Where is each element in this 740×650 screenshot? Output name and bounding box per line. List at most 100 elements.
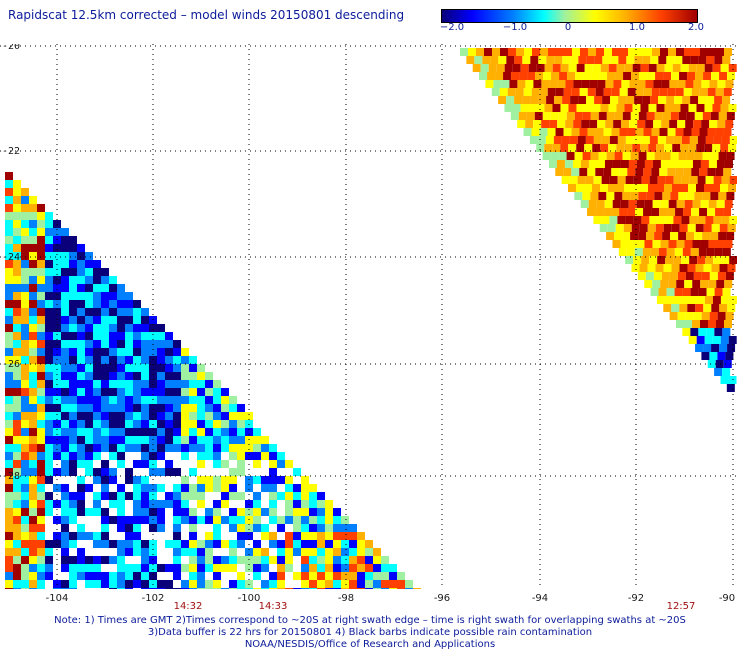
swath-cell: [645, 80, 654, 88]
swath-cell: [93, 316, 101, 324]
swath-cell: [197, 364, 205, 372]
swath-cell: [213, 524, 221, 532]
swath-cell: [317, 500, 325, 508]
swath-cell: [293, 516, 301, 524]
swath-cell: [555, 88, 564, 96]
swath-cell: [61, 436, 69, 444]
swath-cell: [21, 364, 29, 372]
swath-cell: [333, 516, 341, 524]
swath-cell: [197, 436, 205, 444]
swath-cell: [37, 484, 45, 492]
swath-cell: [700, 280, 709, 288]
swath-cell: [723, 168, 732, 176]
swath-cell: [13, 460, 21, 468]
swath-cell: [13, 428, 21, 436]
swath-cell: [325, 516, 333, 524]
swath-cell: [141, 388, 149, 396]
swath-cell: [341, 540, 349, 548]
swath-cell: [544, 64, 553, 72]
swath-cell: [5, 284, 13, 292]
swath-cell: [666, 56, 675, 64]
swath-cell: [37, 436, 45, 444]
swath-cell: [650, 56, 659, 64]
swath-cell: [133, 348, 141, 356]
map-plot-area: -20 -22 -24 -26 -28: [0, 44, 737, 589]
swath-cell: [45, 508, 53, 516]
swath-cell: [29, 204, 37, 212]
swath-cell: [317, 580, 325, 588]
swath-cell: [29, 212, 37, 220]
swath-cell: [189, 468, 197, 476]
swath-cell: [674, 96, 683, 104]
swath-cell: [655, 264, 664, 272]
swath-cell: [77, 556, 85, 564]
swath-cell: [491, 88, 500, 96]
swath-cell: [85, 268, 93, 276]
swath-cell: [474, 56, 483, 64]
swath-cell: [705, 216, 714, 224]
swath-cell: [181, 516, 189, 524]
swath-cell: [53, 324, 61, 332]
swath-cell: [69, 308, 77, 316]
swath-cell: [61, 340, 69, 348]
swath-cell: [616, 184, 624, 192]
swath-cell: [85, 276, 93, 284]
swath-cell: [539, 88, 548, 96]
swath-cell: [698, 288, 707, 296]
swath-cell: [5, 548, 13, 556]
swath-cell: [125, 364, 133, 372]
swath-cell: [21, 244, 29, 252]
swath-cell: [165, 444, 173, 452]
swath-cell: [181, 348, 189, 356]
swath-cell: [205, 580, 213, 588]
swath-cell: [85, 420, 93, 428]
swath-cell: [614, 192, 623, 200]
swath-cell: [61, 412, 69, 420]
swath-cell: [317, 548, 325, 556]
swath-cell: [37, 212, 45, 220]
swath-cell: [620, 48, 628, 56]
swath-cell: [13, 180, 21, 188]
swath-cell: [716, 240, 725, 248]
swath-cell: [29, 548, 37, 556]
swath-cell: [237, 468, 245, 476]
swath-cell: [157, 404, 165, 412]
swath-cell: [221, 444, 229, 452]
swath-cell: [685, 272, 694, 280]
swath-cell: [595, 88, 604, 96]
swath-cell: [718, 152, 727, 160]
swath-cell: [547, 128, 556, 136]
swath-cell: [37, 228, 45, 236]
swath-cell: [37, 444, 45, 452]
swath-cell: [349, 548, 357, 556]
swath-cell: [189, 492, 197, 500]
swath-cell: [29, 436, 37, 444]
swath-cell: [682, 288, 691, 296]
swath-cell: [381, 556, 389, 564]
swath-cell: [649, 256, 658, 264]
swath-cell: [661, 272, 670, 280]
swath-cell: [357, 540, 365, 548]
swath-cell: [726, 384, 735, 392]
swath-cell: [709, 80, 718, 88]
swath-cell: [173, 540, 181, 548]
swath-cell: [61, 516, 69, 524]
swath-cell: [165, 380, 173, 388]
swath-cell: [658, 288, 667, 296]
swath-cell: [725, 80, 734, 88]
swath-cell: [125, 516, 133, 524]
swath-cell: [109, 540, 117, 548]
swath-cell: [213, 460, 221, 468]
lon-label: -98: [337, 593, 355, 604]
swath-cell: [261, 564, 269, 572]
swath-cell: [389, 572, 397, 580]
swath-cell: [109, 580, 117, 588]
swath-cell: [13, 188, 21, 196]
swath-cell: [85, 564, 93, 572]
swath-cell: [700, 240, 709, 248]
swath-cell: [687, 264, 696, 272]
swath-cell: [21, 412, 29, 420]
swath-cell: [189, 404, 197, 412]
swath-cell: [665, 256, 674, 264]
swath-cell: [636, 48, 644, 56]
